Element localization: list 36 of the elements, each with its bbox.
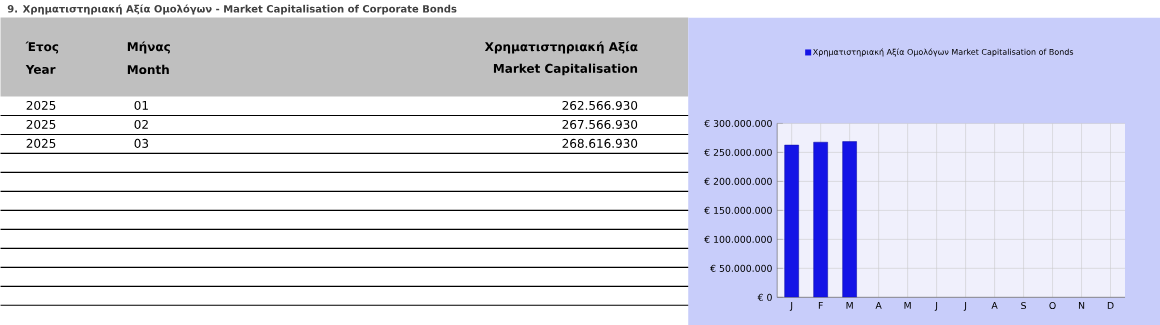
text: 2025 [26,100,56,110]
x-tick-label: O [1049,301,1056,309]
text: Μήνας [127,41,170,54]
x-tick-label: M [846,301,853,309]
text: 262.566.930 [562,100,638,110]
text: 03 [134,138,149,148]
text: 9. Χρηματιστηριακή Αξία Ομολόγων - Market Capitalisation of Corporate Bonds [7,4,457,15]
x-tick-label: J [963,301,967,311]
text: Χρηματιστηριακή Αξία [484,41,638,54]
text: 2025 [26,138,56,148]
y-tick-label: € 100.000.000 [704,235,772,243]
y-tick-label: € 200.000.000 [704,177,772,185]
y-tick-label: € 300.000.000 [704,119,772,127]
text: 2025 [26,119,56,129]
text: Έτος [25,41,59,54]
x-tick-label: M [904,301,911,309]
legend-label: Χρηματιστηριακή Αξία Ομολόγων Market Capitalisation of Bonds [812,48,1074,57]
x-tick-label: A [991,301,998,309]
y-tick-label: € 150.000.000 [704,206,772,214]
text: 268.616.930 [562,138,638,148]
x-tick-label: J [789,301,793,311]
x-tick-label: N [1078,301,1085,309]
text: Year [25,64,56,74]
y-tick-label: € 0 [757,293,772,301]
y-tick-label: € 250.000.000 [704,148,772,156]
x-tick-label: J [934,301,938,311]
text: 01 [134,100,148,110]
text: 02 [134,119,148,129]
x-tick-label: A [875,301,882,309]
text: 267.566.930 [562,119,638,129]
x-tick-label: D [1107,301,1114,309]
text: Market Capitalisation [493,63,638,76]
x-tick-label: F [818,301,823,309]
y-tick-label: € 50.000.000 [710,264,772,272]
x-tick-label: S [1021,301,1026,309]
text: Month [127,64,169,74]
